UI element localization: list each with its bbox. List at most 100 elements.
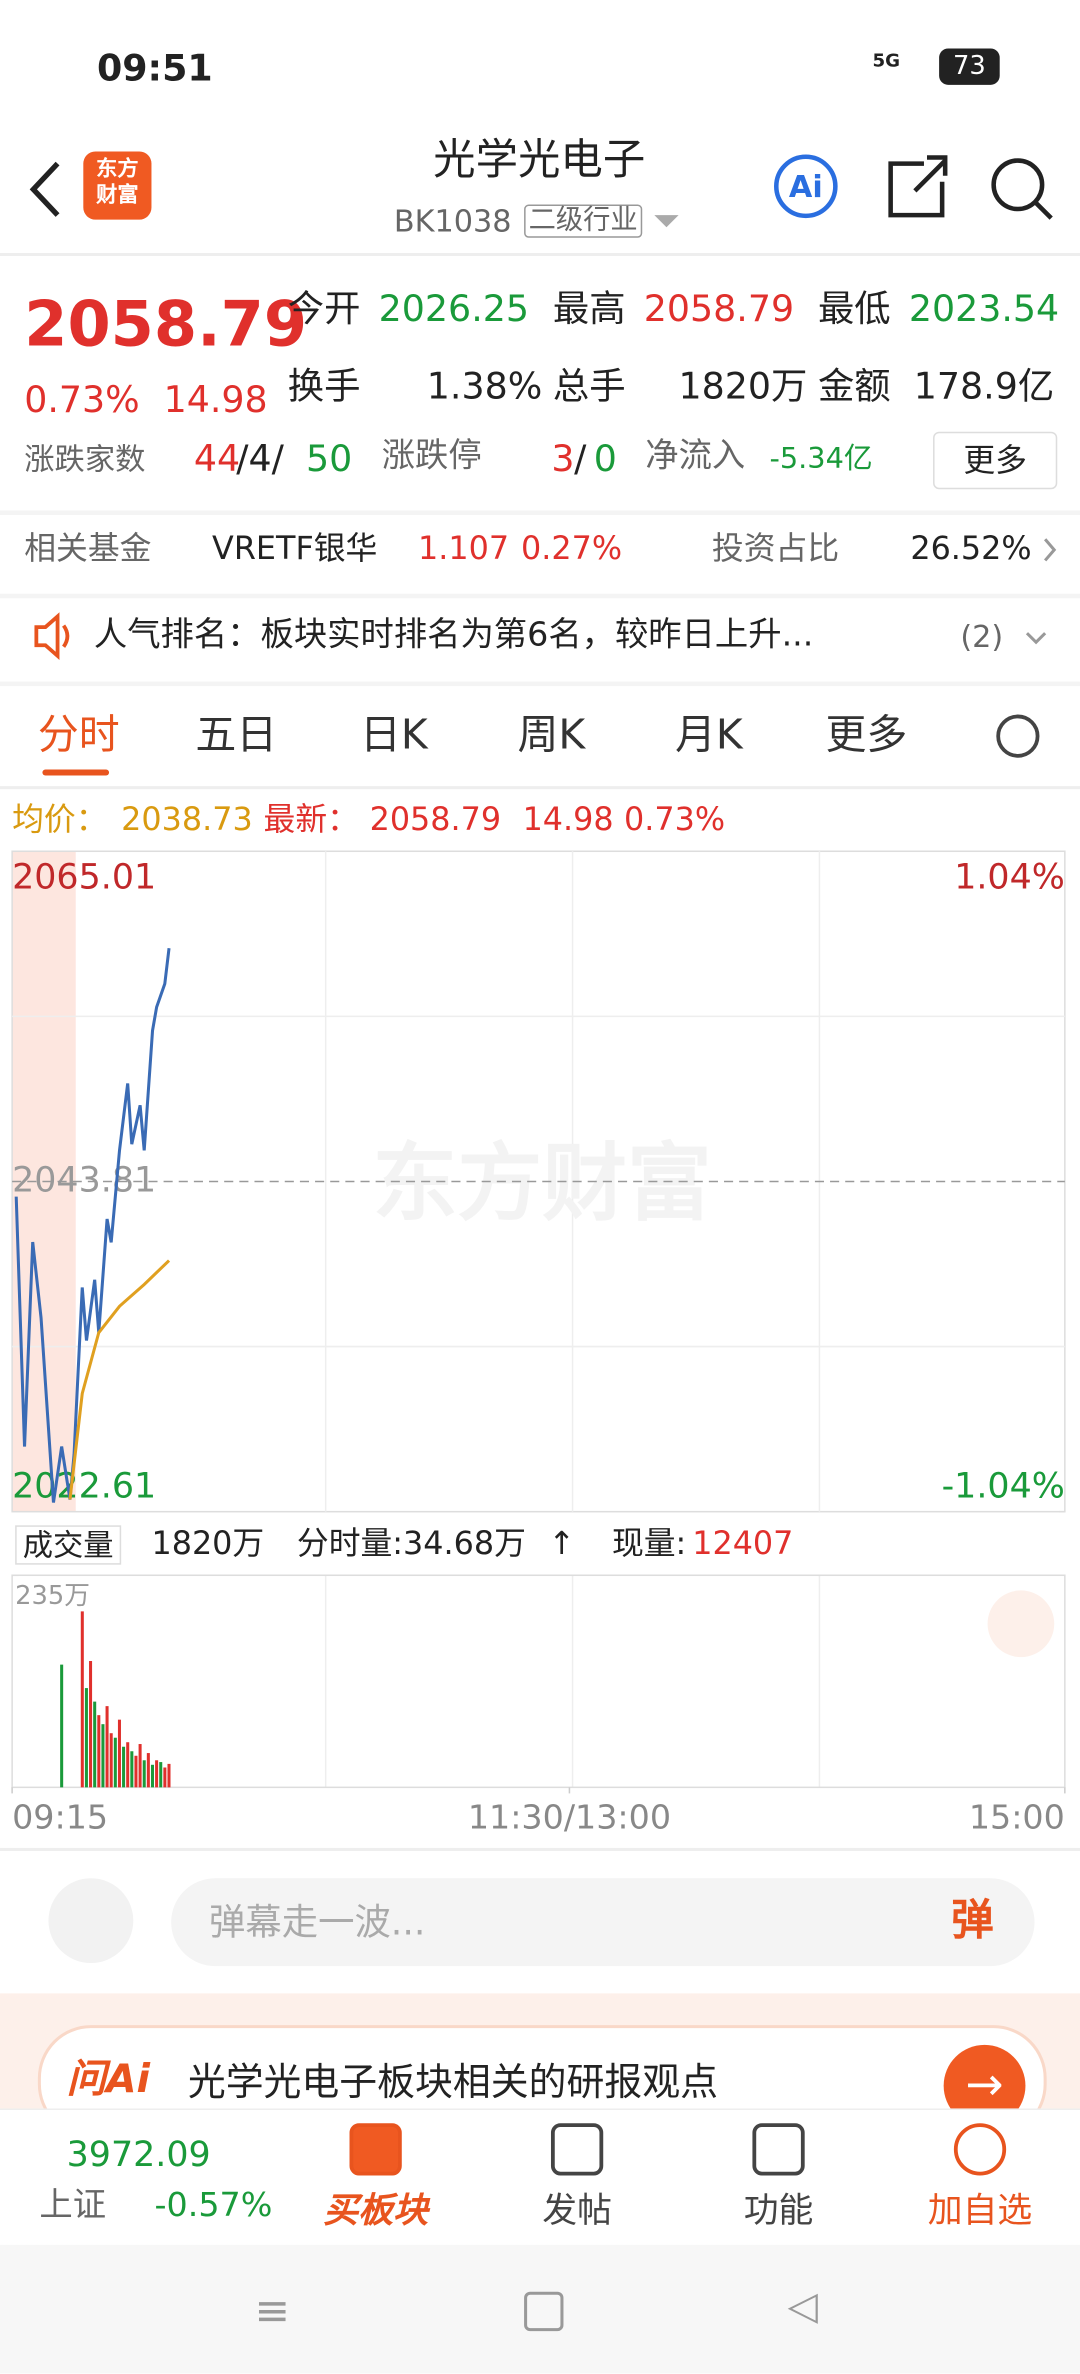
- stat-value: 2026.25: [378, 287, 530, 331]
- menu-key[interactable]: ≡: [254, 2285, 291, 2336]
- nav-icon: [349, 2123, 402, 2176]
- volume-total: 1820万: [151, 1525, 265, 1562]
- limit-down: 0: [593, 437, 617, 481]
- volume-bar: [167, 1763, 171, 1788]
- x-tick-label: 09:15: [12, 1798, 108, 1837]
- volume-bar: [113, 1737, 117, 1788]
- divider: [0, 786, 1080, 790]
- stat-value: 2023.54: [908, 287, 1060, 331]
- dropdown: [654, 215, 679, 228]
- tab[interactable]: 月K: [675, 711, 743, 759]
- limit-label: 涨跌停: [381, 437, 482, 476]
- notice[interactable]: 人气排名：板块实时排名为第6名，较昨日上升...: [93, 616, 814, 655]
- ratio: 26.52%: [910, 530, 1032, 567]
- change-pct: 0.73%: [24, 378, 140, 422]
- nav-icon: [953, 2123, 1007, 2176]
- nav-item[interactable]: 发帖: [542, 2191, 612, 2232]
- last: 2058.79: [369, 801, 502, 838]
- chevron: [1043, 538, 1057, 562]
- tab[interactable]: 更多: [825, 711, 908, 759]
- watermark: 东方财富: [373, 1134, 712, 1233]
- volume-bar: [122, 1746, 126, 1788]
- tab[interactable]: 分时: [37, 711, 120, 759]
- battery: 73: [939, 48, 1000, 85]
- nav-item[interactable]: 加自选: [927, 2191, 1033, 2232]
- volume-bar: [117, 1719, 121, 1788]
- stat-label: 今开: [287, 287, 361, 331]
- price-line: [68, 1259, 171, 1500]
- back-key[interactable]: ◁: [787, 2284, 818, 2330]
- divider: [0, 1847, 1080, 1851]
- down-count: 50: [305, 437, 353, 481]
- logo-bottom: 财富: [96, 183, 139, 208]
- stat-label: 最高: [552, 287, 626, 331]
- tab[interactable]: 五日: [195, 711, 278, 759]
- system-nav: [0, 2244, 1080, 2374]
- fund-pct: 0.27%: [521, 530, 623, 567]
- change: 14.98: [163, 378, 268, 422]
- flow: -5.34亿: [769, 442, 873, 476]
- title: 光学光电子: [433, 134, 646, 185]
- info-change: 14.98: [522, 801, 614, 838]
- stat-value: 1820万: [678, 365, 808, 408]
- volume-bar: [105, 1706, 109, 1788]
- settings-icon[interactable]: [996, 714, 1040, 758]
- volume-bar: [109, 1733, 113, 1788]
- comment-icon[interactable]: [48, 1878, 134, 1964]
- last-label: 最新：: [263, 801, 359, 838]
- ai-button[interactable]: Ai: [774, 154, 838, 219]
- comment-placeholder: 弹幕走一波...: [209, 1900, 426, 1944]
- home-key[interactable]: [524, 2291, 564, 2332]
- fund-name[interactable]: VRETF银华: [212, 530, 378, 567]
- fund-label: 相关基金: [24, 530, 152, 567]
- tag[interactable]: 二级行业: [524, 204, 643, 238]
- danmu-button[interactable]: 弹: [951, 1894, 994, 1945]
- expand-icon[interactable]: [1025, 632, 1047, 645]
- share-icon[interactable]: [888, 155, 948, 218]
- logo[interactable]: 东方 财富: [83, 151, 152, 220]
- x-tick-label: 15:00: [969, 1798, 1065, 1837]
- volume-bar: [80, 1611, 84, 1788]
- nav-item[interactable]: 买板块: [323, 2191, 428, 2232]
- divider: [0, 593, 1080, 599]
- network: 5G: [872, 49, 901, 72]
- volume-bar: [84, 1688, 88, 1788]
- stat-value: 1.38%: [426, 365, 543, 408]
- stat-value: 2058.79: [643, 287, 795, 331]
- volume-bar: [150, 1764, 154, 1788]
- divider: [0, 510, 1080, 515]
- volume-bar: [159, 1762, 163, 1788]
- volume-bar: [101, 1724, 105, 1788]
- volume-label[interactable]: 成交量: [15, 1525, 122, 1565]
- index-value: 3972.09: [66, 2135, 211, 2176]
- tab[interactable]: 周K: [517, 711, 586, 759]
- y-tick-label: 2065.01: [12, 858, 156, 898]
- index-name: 上证: [39, 2187, 107, 2226]
- volume-arrow: ↑: [548, 1525, 575, 1562]
- more-button[interactable]: 更多: [933, 431, 1058, 490]
- bottom-nav: [0, 2108, 1080, 2247]
- now: 12407: [692, 1525, 794, 1562]
- back-arrow[interactable]: [29, 161, 60, 217]
- comment-input[interactable]: [171, 1878, 1035, 1967]
- volume-bar: [93, 1701, 97, 1788]
- price: 2058.79: [24, 287, 308, 361]
- avg: 2038.73: [121, 801, 253, 838]
- tab-underline: [42, 769, 110, 776]
- flow-label: 净流入: [645, 437, 746, 476]
- search-icon[interactable]: [991, 158, 1045, 212]
- logo-top: 东方: [96, 157, 139, 182]
- avg-label: 均价：: [12, 801, 108, 838]
- volume-bar: [97, 1715, 101, 1788]
- tab[interactable]: 日K: [359, 711, 428, 759]
- info-pct: 0.73%: [624, 801, 726, 838]
- fund-price: 1.107: [418, 530, 510, 567]
- nav-icon: [550, 2123, 604, 2176]
- stat-label: 最低: [817, 287, 891, 331]
- ratio-label: 投资占比: [711, 530, 840, 567]
- y-tick-label: 235万: [15, 1581, 90, 1611]
- nav-item[interactable]: 功能: [743, 2191, 814, 2232]
- zoom-button[interactable]: [987, 1590, 1055, 1658]
- breadth-label: 涨跌家数: [24, 440, 146, 478]
